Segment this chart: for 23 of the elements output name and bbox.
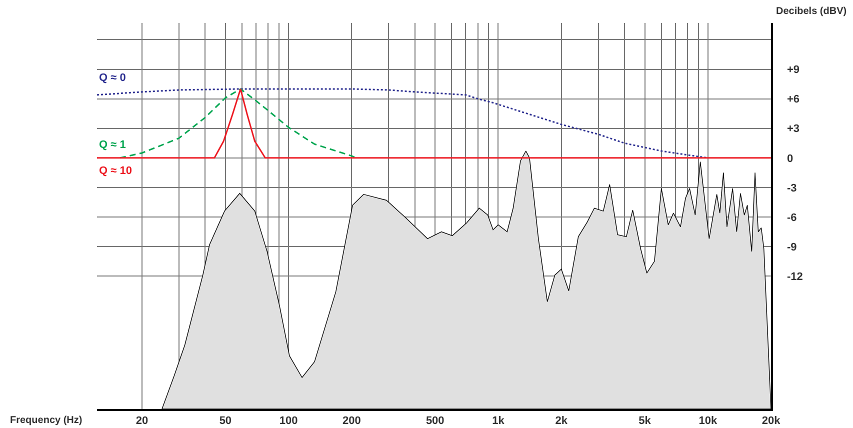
y-tick-label: +6 [786,94,800,106]
y-tick-label: 0 [786,152,794,165]
series-label: Q ≈ 10 [99,165,132,177]
x-tick-label: 500 [426,414,444,427]
x-tick-label: 100 [279,414,298,427]
y-tick-label: -3 [786,182,797,194]
x-tick-label: 20k [762,414,782,427]
x-tick-label: 10k [698,414,718,427]
y-tick-label: -12 [786,270,803,283]
x-tick-label: 2k [555,414,568,427]
y-tick-label: -6 [786,212,797,224]
y-tick-label: +9 [786,64,800,76]
x-axis-title: Frequency (Hz) [10,415,82,426]
x-tick-label: 20 [136,414,148,427]
y-tick-label: -9 [786,241,797,254]
y-axis-title: Decibels (dBV) [776,6,847,17]
x-tick-label: 5k [638,414,652,427]
x-tick-label: 200 [342,414,361,427]
series-label: Q ≈ 1 [99,139,126,151]
x-tick-label: 1k [492,414,506,427]
series-label: Q ≈ 0 [99,72,126,84]
x-tick-label: 50 [219,414,232,427]
y-tick-label: +3 [786,123,800,136]
